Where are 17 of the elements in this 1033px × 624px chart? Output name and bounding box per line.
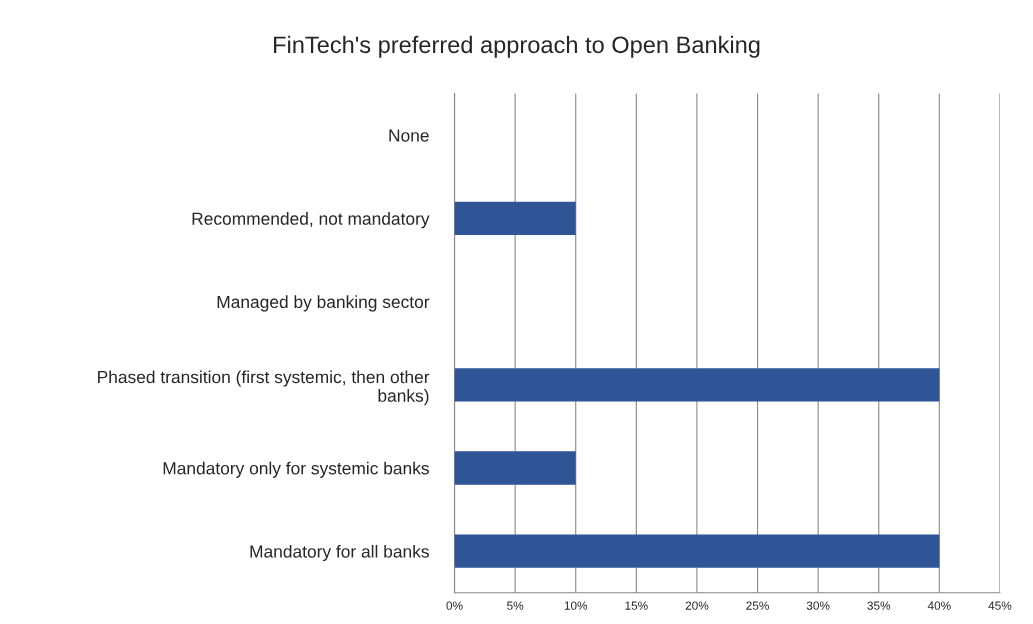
x-tick-label: 30% [806, 601, 830, 610]
y-tick-label: Recommended, not mandatory [192, 212, 430, 229]
x-tick-label: 10% [564, 601, 588, 610]
x-tick-label: 15% [625, 601, 648, 610]
x-tick-label: 35% [867, 601, 891, 610]
y-tick-label: Mandatory for all banks [250, 544, 429, 562]
x-tick-label: 0% [446, 601, 463, 610]
chart-title: FinTech's preferred approach to Open Banking [274, 35, 760, 58]
x-tick-label: 40% [927, 601, 951, 610]
y-tick-label: Phased transition (first systemic, then other banks) [98, 370, 430, 406]
x-tick-label: 45% [988, 601, 1012, 610]
x-tick-label: 25% [746, 601, 769, 610]
x-tick-label: 20% [685, 601, 709, 610]
y-tick-label: None [389, 129, 429, 142]
x-tick-label: 5% [507, 601, 524, 610]
y-tick-label: Mandatory only for systemic banks [163, 461, 429, 478]
y-tick-label: Managed by banking sector [217, 295, 430, 312]
